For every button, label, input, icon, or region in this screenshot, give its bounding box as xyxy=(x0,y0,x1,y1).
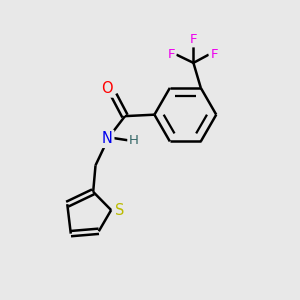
Text: O: O xyxy=(101,81,113,96)
Text: H: H xyxy=(129,134,139,147)
Text: F: F xyxy=(190,33,197,46)
Text: F: F xyxy=(210,47,218,61)
Text: N: N xyxy=(102,131,113,146)
Text: F: F xyxy=(167,47,175,61)
Text: S: S xyxy=(115,202,124,217)
